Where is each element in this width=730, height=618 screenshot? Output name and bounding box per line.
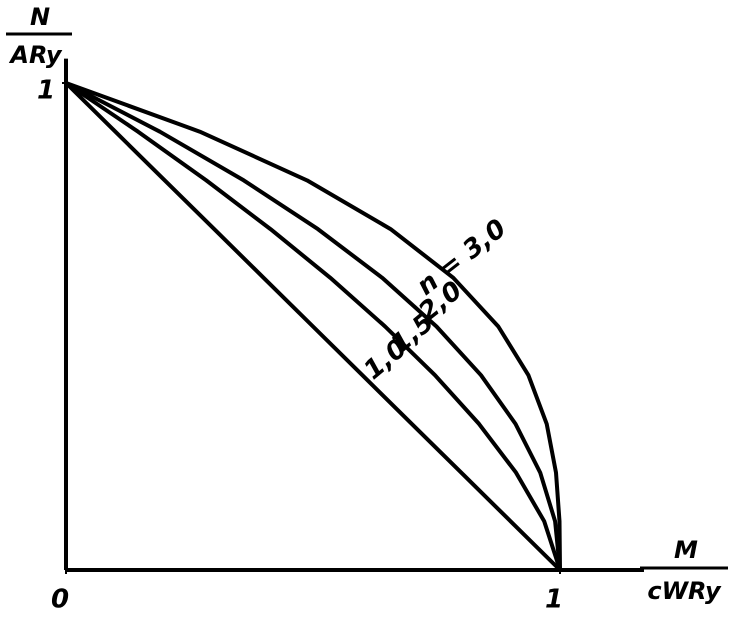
x-tick-label: 1 <box>545 585 563 615</box>
curve <box>65 81 562 571</box>
curve <box>64 81 562 571</box>
x-tick-label: 0 <box>51 585 69 615</box>
curve <box>65 81 562 571</box>
x-label-numerator: M <box>674 536 698 564</box>
curve <box>64 81 562 572</box>
x-label-denominator: cWRy <box>647 577 722 605</box>
y-tick-label: 1 <box>37 76 55 106</box>
y-label-numerator: N <box>30 3 50 31</box>
y-label-denominator: ARy <box>8 41 63 69</box>
